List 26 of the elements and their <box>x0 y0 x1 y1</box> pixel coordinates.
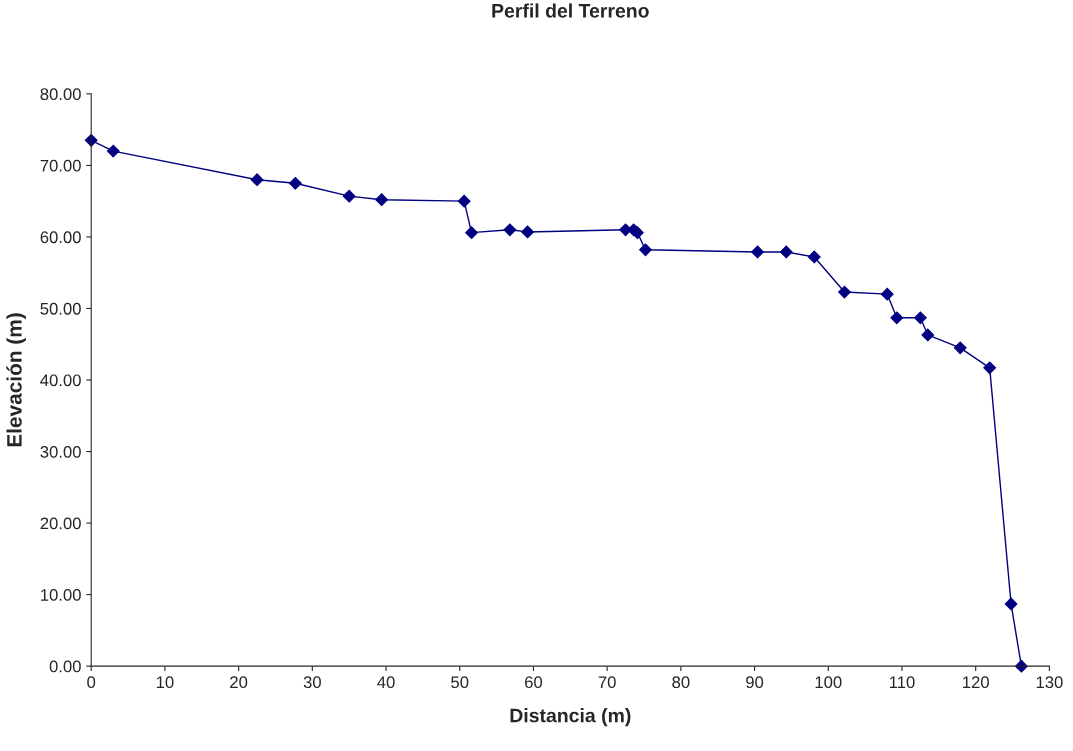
x-axis-title: Distancia (m) <box>510 708 631 727</box>
y-tick-label: 30.00 <box>40 445 81 458</box>
x-tick-label: 80 <box>672 676 690 689</box>
x-tick-label: 0 <box>87 676 96 689</box>
y-tick-label: 80.00 <box>40 88 81 101</box>
x-tick-label: 30 <box>303 676 321 689</box>
y-axis-title: Elevación (m) <box>6 313 26 447</box>
y-tick-label: 70.00 <box>40 159 81 172</box>
y-tick-label: 60.00 <box>40 231 81 244</box>
y-tick-label: 50.00 <box>40 302 81 315</box>
x-tick-label: 120 <box>963 676 989 689</box>
y-tick-label: 20.00 <box>40 517 81 530</box>
y-tick-label: 0.00 <box>49 660 81 673</box>
y-tick-label: 40.00 <box>40 374 81 387</box>
x-tick-label: 110 <box>889 676 915 689</box>
x-tick-label: 130 <box>1036 676 1063 689</box>
x-tick-label: 20 <box>230 676 248 689</box>
x-tick-label: 50 <box>451 676 469 689</box>
x-tick-label: 90 <box>746 676 764 689</box>
x-tick-label: 10 <box>156 676 174 689</box>
y-tick-label: 10.00 <box>41 589 81 601</box>
x-tick-label: 40 <box>377 676 395 689</box>
x-tick-label: 70 <box>598 676 616 689</box>
chart-title: Perfil del Terreno <box>492 3 649 18</box>
x-tick-label: 60 <box>525 676 543 689</box>
x-tick-label: 100 <box>815 676 842 689</box>
